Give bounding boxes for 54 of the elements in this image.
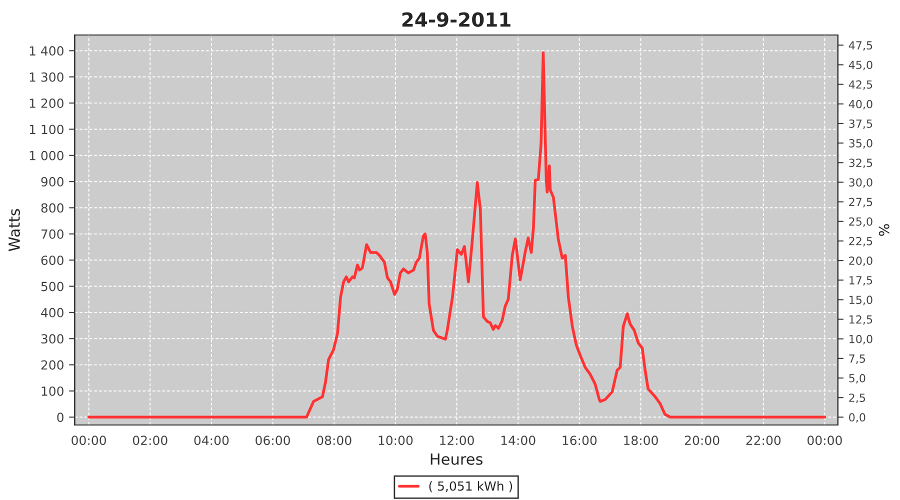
y-tick-label: 1 300: [30, 72, 64, 82]
y2-tick-label: 35,0: [849, 139, 872, 149]
x-tick-label: 10:00: [378, 436, 413, 446]
y2-tick-label: 37,5: [849, 119, 872, 130]
x-tick-label: 02:00: [132, 436, 168, 446]
x-tick-label: 16:00: [562, 436, 597, 446]
x-tick-label: 06:00: [256, 436, 290, 446]
x-tick-label: 00:00: [808, 436, 842, 446]
x-tick-label: 14:00: [501, 436, 536, 446]
y-tick-label: 100: [42, 386, 64, 396]
y2-tick-label: 2,5: [849, 394, 866, 404]
x-tick-label: 04:00: [194, 436, 229, 446]
y2-tick-label: 27,5: [849, 198, 872, 208]
y2-tick-label: 45,0: [848, 60, 872, 70]
y2-tick-label: 5,0: [849, 374, 866, 384]
y-tick-label: 200: [41, 360, 64, 370]
y2-tick-label: 10,0: [850, 334, 872, 344]
y-tick-label: 900: [41, 177, 64, 187]
line-series: [87, 51, 826, 419]
x-tick-label: 12:00: [440, 436, 474, 446]
chart-title: 24-9-2011: [402, 12, 510, 27]
x-tick-label: 08:00: [316, 436, 352, 446]
y2-tick-label: 47,5: [848, 41, 872, 51]
y2-tick-label: 12,5: [850, 315, 872, 325]
y2-tick-label: 15,0: [850, 296, 872, 306]
y-tick-label: 1 000: [30, 150, 64, 160]
y2-tick-label: 30,0: [849, 178, 872, 188]
y2-tick-label: 25,0: [849, 217, 872, 227]
x-tick-label: 18:00: [624, 436, 658, 446]
y-axis-title: Watts: [8, 209, 20, 252]
y2-tick-label: 22,5: [849, 236, 872, 246]
y-tick-label: 1 200: [30, 98, 64, 108]
x-tick-label: 00:00: [72, 436, 106, 446]
y2-tick-label: 40,0: [848, 100, 872, 110]
x-tick-label: 20:00: [684, 436, 720, 446]
x-axis-title: Heures: [430, 454, 482, 465]
legend-label: ( 5,051 kWh ): [429, 481, 512, 492]
y2-tick-label: 7,5: [849, 354, 866, 364]
y-tick-label: 400: [41, 308, 64, 318]
y-tick-label: 0: [57, 412, 64, 422]
y-tick-label: 700: [41, 229, 64, 239]
y2-tick-label: 32,5: [849, 158, 872, 168]
y2-tick-label: 42,5: [848, 80, 872, 90]
x-tick-label: 22:00: [746, 436, 781, 446]
y-tick-label: 500: [41, 282, 64, 292]
y2-tick-label: 0,0: [849, 413, 866, 423]
y-tick-label: 600: [41, 256, 64, 266]
y2-tick-label: 17,5: [850, 276, 872, 286]
y-tick-label: 1 400: [30, 46, 64, 56]
y2-axis-title: %: [878, 224, 890, 236]
y-tick-label: 800: [41, 203, 64, 213]
y2-tick-label: 20,0: [849, 256, 872, 266]
y-tick-label: 1 100: [30, 124, 64, 134]
y-tick-label: 300: [41, 334, 64, 344]
